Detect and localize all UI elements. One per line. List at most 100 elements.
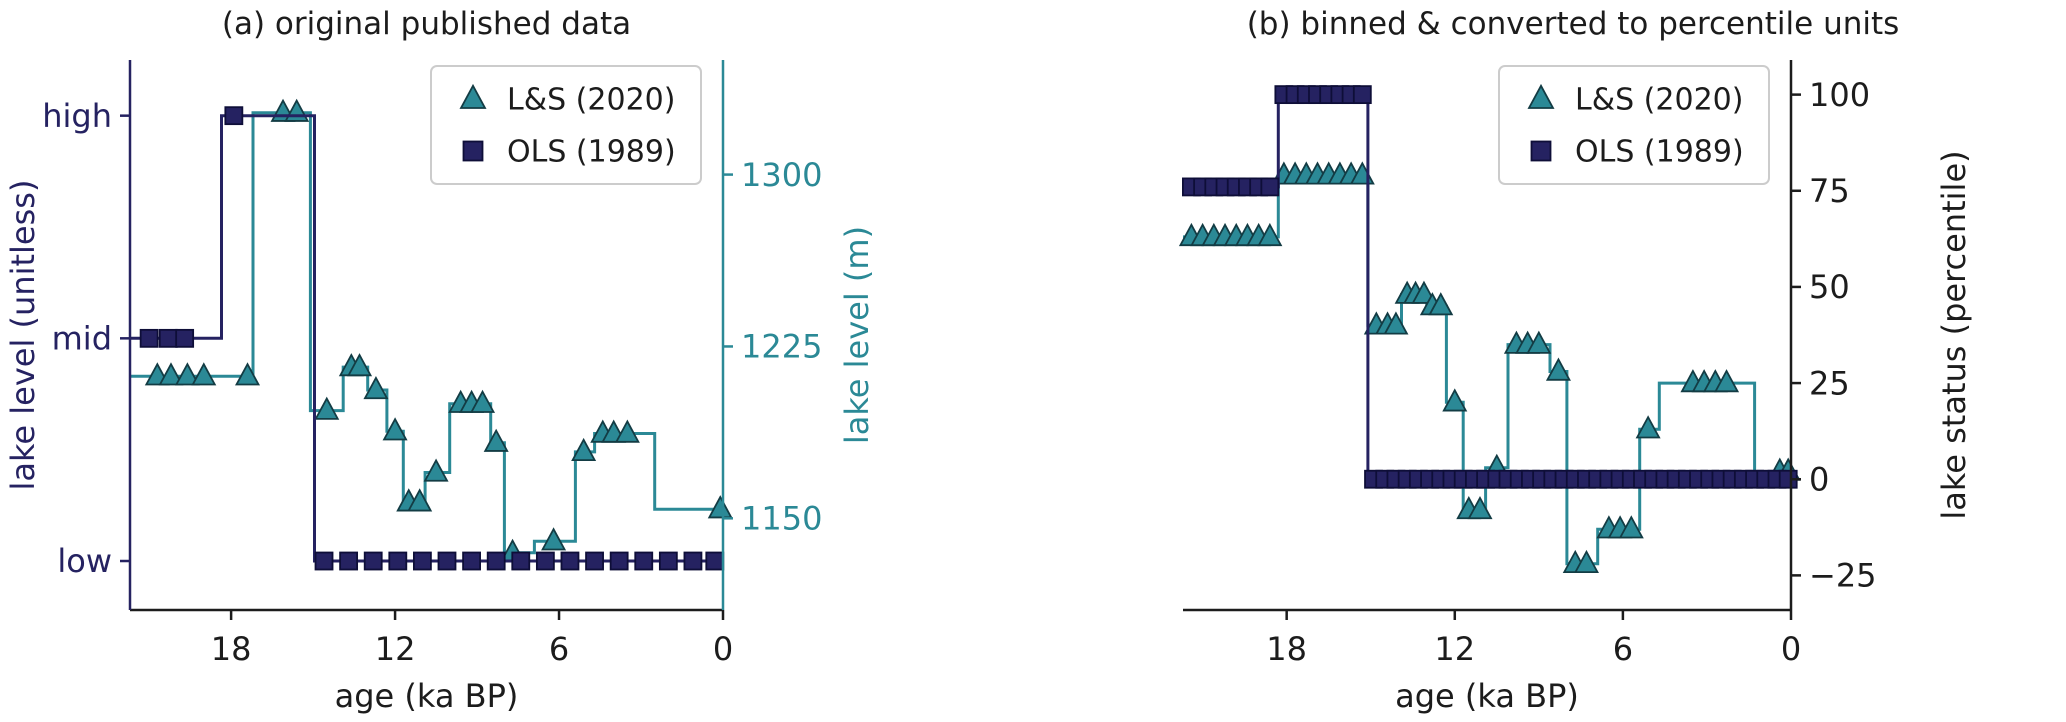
triangle-marker xyxy=(1545,357,1571,381)
square-marker xyxy=(388,551,408,571)
square-marker xyxy=(609,551,629,571)
x-tick-label: 18 xyxy=(211,630,252,668)
plot-area-a: 18 12 6 0 age (ka BP) high mid low lake level (u… xyxy=(4,60,876,715)
square-marker xyxy=(175,328,195,348)
y-axis-label-right: lake status (percentile) xyxy=(1935,150,1973,519)
y-tick-label-right: 0 xyxy=(1809,460,1829,498)
x-tick-label: 18 xyxy=(1266,630,1307,668)
x-tick-label: 0 xyxy=(713,630,733,668)
square-marker xyxy=(705,551,725,571)
legend-label: OLS (1989) xyxy=(507,135,676,170)
triangle-marker xyxy=(1428,292,1454,316)
triangle-marker xyxy=(347,353,373,377)
y-tick-label-left: low xyxy=(57,542,112,580)
x-tick-label: 6 xyxy=(549,630,569,668)
square-marker xyxy=(511,551,531,571)
square-marker xyxy=(535,551,555,571)
y-axis-left: high mid low lake level (unitless) xyxy=(4,60,132,610)
series-l-s-2020 xyxy=(1178,161,1801,573)
panel-a-title: (a) original published data xyxy=(221,6,632,42)
triangle-marker xyxy=(483,428,509,452)
triangle-marker xyxy=(541,527,567,551)
panel-a-chart: 18 12 6 0 age (ka BP) high mid low lake level (u… xyxy=(4,60,876,715)
legend-box xyxy=(430,65,702,185)
x-tick-label: 6 xyxy=(1613,630,1633,668)
triangle-marker xyxy=(234,362,261,386)
y-axis-label-right: lake level (m) xyxy=(838,226,876,444)
panel-a: (a) original published data 18 12 6 0 age (k… xyxy=(4,6,876,715)
legend-square-icon xyxy=(462,140,484,162)
triangle-marker xyxy=(191,362,217,386)
square-marker xyxy=(437,551,457,571)
square-marker xyxy=(585,551,604,571)
legend-label: OLS (1989) xyxy=(1575,135,1744,170)
triangle-marker xyxy=(1635,415,1661,439)
x-tick-label: 12 xyxy=(375,630,416,668)
triangle-marker xyxy=(614,419,640,443)
y-axis-label-left: lake level (unitless) xyxy=(4,180,42,491)
triangle-marker xyxy=(1383,311,1409,335)
square-marker xyxy=(486,551,506,571)
square-marker xyxy=(683,551,703,571)
x-tick-label: 0 xyxy=(1781,630,1801,668)
x-axis-label: age (ka BP) xyxy=(1395,677,1579,715)
square-marker xyxy=(1260,177,1280,197)
legend-box xyxy=(1498,65,1770,185)
triangle-marker xyxy=(1526,330,1552,354)
legend: L&S (2020) OLS (1989) xyxy=(1498,65,1770,185)
square-marker xyxy=(158,328,178,348)
square-marker xyxy=(224,106,244,126)
y-tick-label-left: mid xyxy=(52,320,112,358)
triangle-marker xyxy=(158,362,184,386)
y-tick-label-right: 75 xyxy=(1809,172,1850,210)
panel-b-title: (b) binned & converted to percentile uni… xyxy=(1246,6,1900,42)
y-axis-right: 1300 1225 1150 lake level (m) xyxy=(721,60,876,610)
x-tick-label: 12 xyxy=(1434,630,1475,668)
square-marker xyxy=(658,551,678,571)
triangle-marker xyxy=(382,417,408,441)
square-marker xyxy=(139,328,159,348)
series-ols-1989 xyxy=(1182,85,1798,489)
y-tick-label-right: 100 xyxy=(1809,76,1870,114)
legend-square-icon xyxy=(1530,140,1552,162)
square-marker xyxy=(634,551,654,571)
y-axis-right: 100 75 50 25 0 −25 lake status (percentile) xyxy=(1789,60,1973,610)
square-marker xyxy=(560,551,580,571)
triangle-marker xyxy=(174,362,200,386)
y-tick-label-right: 50 xyxy=(1809,268,1850,306)
y-tick-label-left: high xyxy=(42,97,112,135)
triangle-marker xyxy=(1467,496,1493,520)
square-marker xyxy=(339,551,359,571)
triangle-marker xyxy=(407,488,433,512)
legend-label: L&S (2020) xyxy=(1575,83,1743,118)
triangle-marker xyxy=(314,396,340,420)
legend-triangle-icon xyxy=(459,83,487,109)
triangle-marker xyxy=(423,458,449,482)
x-axis: 18 12 6 0 age (ka BP) xyxy=(130,608,733,715)
series-l-s-2020 xyxy=(130,98,733,562)
y-tick-label-right: −25 xyxy=(1809,557,1877,595)
triangle-marker xyxy=(1618,515,1644,539)
square-marker xyxy=(462,551,481,571)
panel-b: (b) binned & converted to percentile uni… xyxy=(1033,0,2066,722)
square-marker xyxy=(413,551,432,571)
y-tick-label-right: 1225 xyxy=(741,328,822,366)
square-marker xyxy=(314,551,334,571)
triangle-marker xyxy=(363,376,389,400)
triangle-marker xyxy=(1573,549,1599,573)
triangle-marker xyxy=(707,495,733,519)
legend-label: L&S (2020) xyxy=(507,83,675,118)
y-tick-label-right: 1300 xyxy=(741,156,822,194)
y-tick-label-right: 25 xyxy=(1809,364,1850,402)
triangle-marker xyxy=(470,389,496,413)
triangle-marker xyxy=(571,437,597,462)
x-axis: 18 12 6 0 age (ka BP) xyxy=(1183,608,1801,715)
triangle-marker xyxy=(1714,369,1740,393)
y-tick-label-right: 1150 xyxy=(741,500,822,538)
square-marker xyxy=(363,551,383,571)
triangle-marker xyxy=(1257,222,1283,247)
square-marker xyxy=(1352,85,1372,105)
